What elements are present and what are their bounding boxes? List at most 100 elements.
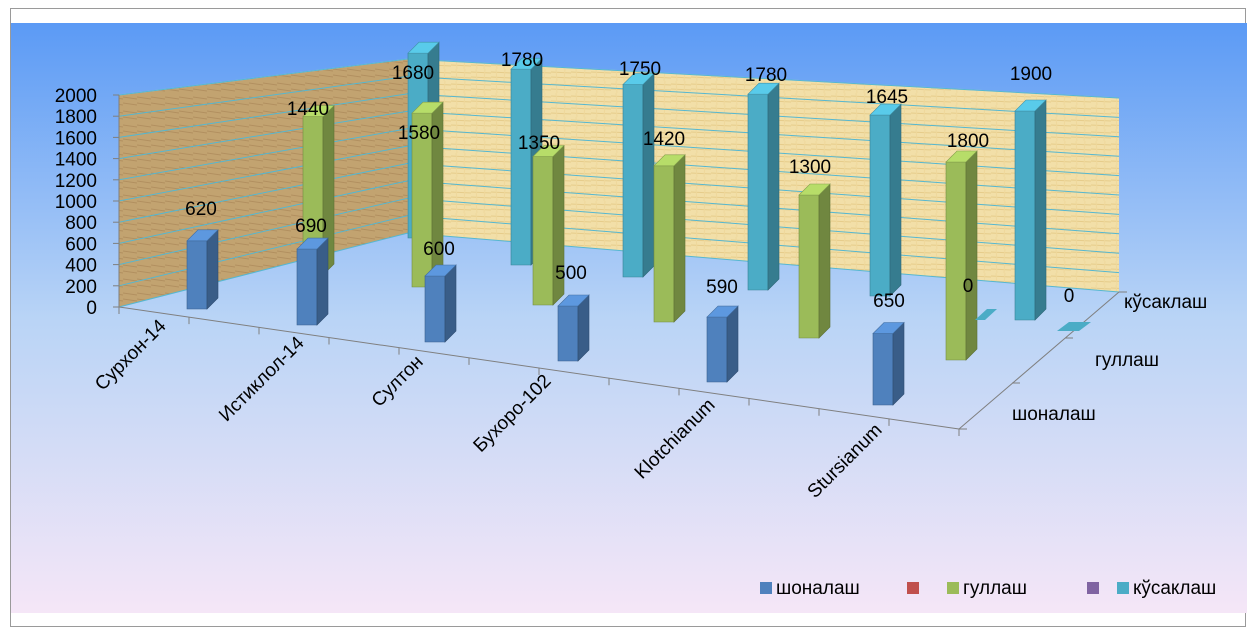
gridline-side (118, 145, 409, 202)
bar-top (872, 322, 905, 334)
legend-item (907, 582, 919, 594)
bar-кўсаклаш-6 (1014, 99, 1047, 321)
data-label: 1780 (745, 65, 787, 86)
bar-front (557, 305, 579, 362)
legend-swatch (907, 582, 919, 594)
bar-front (798, 194, 820, 339)
bar-top (945, 150, 978, 163)
data-label: 1800 (947, 131, 989, 152)
gridline-side (118, 215, 409, 287)
gridline-side (118, 232, 409, 308)
zero-slab-1 (975, 309, 997, 320)
bar-кўсаклаш-3 (622, 72, 655, 278)
bar-front (296, 248, 318, 326)
bar-front (945, 161, 967, 361)
data-label: 600 (423, 239, 455, 260)
data-label: 1300 (789, 157, 831, 178)
bar-top (407, 41, 440, 54)
data-label-zero: 0 (1064, 286, 1075, 307)
bar-кўсаклаш-5 (869, 103, 902, 297)
bar-top (557, 294, 590, 307)
data-label: 1750 (619, 59, 661, 80)
bar-front (869, 114, 891, 297)
data-label: 1645 (866, 87, 908, 108)
bar-гуллаш-6 (945, 150, 978, 361)
legend-label: кўсаклаш (1133, 578, 1216, 599)
bar-side (316, 237, 329, 326)
gridline-side (118, 197, 409, 266)
bar-top (1014, 99, 1047, 112)
bar-гуллаш-1 (302, 104, 335, 276)
bar-top (869, 103, 902, 116)
data-label: 620 (185, 199, 217, 220)
bar-side (818, 183, 831, 339)
data-label: 1680 (392, 63, 434, 84)
series-axis-label: кўсаклаш (1124, 292, 1207, 313)
bar-front (1014, 110, 1036, 321)
gridline-side (118, 162, 409, 223)
bar-top (411, 101, 444, 114)
bar-гуллаш-5 (798, 183, 831, 339)
bar-top (186, 229, 219, 242)
data-label: 1780 (501, 50, 543, 71)
gridline-side (118, 110, 409, 160)
gridline-side (118, 128, 409, 181)
bar-side (965, 150, 978, 361)
bar-front (532, 156, 554, 306)
data-label: 1440 (287, 99, 329, 120)
bar-top (302, 105, 335, 117)
legend-item: шоналаш (760, 578, 860, 599)
y-tick-label: 600 (65, 234, 97, 255)
bar-top (424, 264, 457, 277)
data-label: 1580 (398, 123, 440, 144)
data-label: 1350 (518, 133, 560, 154)
legend-item: гуллаш (947, 578, 1027, 599)
bar-side (444, 264, 457, 343)
bar-гуллаш-4 (653, 154, 686, 323)
y-tick-label: 1800 (55, 107, 97, 128)
legend-swatch (760, 582, 772, 594)
gridline-side (118, 93, 409, 138)
bar-side (577, 294, 590, 362)
series-axis-label: шоналаш (1012, 404, 1096, 425)
data-label-zero: 0 (963, 276, 974, 297)
legend-item (1087, 582, 1099, 594)
bar-гуллаш-2 (411, 101, 444, 288)
bar-front (747, 93, 769, 291)
y-tick-label: 400 (65, 256, 97, 277)
data-label: 500 (555, 263, 587, 284)
bar-front (424, 275, 446, 343)
bar-side (206, 229, 219, 310)
gridline-side (118, 75, 409, 117)
data-label: 690 (295, 216, 327, 237)
data-label: 1420 (643, 129, 685, 150)
data-label: 650 (873, 291, 905, 312)
bar-top (296, 237, 329, 250)
legend-label: шоналаш (776, 578, 860, 599)
y-tick-label: 1400 (55, 150, 97, 171)
legend-swatch (1087, 582, 1099, 594)
bar-шоналаш-1 (186, 229, 219, 310)
bar-top (532, 145, 565, 157)
bar-кўсаклаш-4 (747, 82, 780, 291)
bar-side (673, 154, 686, 323)
depth-axis-line (958, 291, 1120, 430)
data-label: 590 (706, 277, 738, 298)
y-tick-label: 200 (65, 277, 97, 298)
bar-front (186, 240, 208, 310)
legend-label: гуллаш (963, 578, 1027, 599)
bar-front (653, 165, 675, 323)
data-label: 1900 (1010, 64, 1052, 85)
bar-шоналаш-6 (872, 321, 905, 406)
zero-slab-2 (1057, 322, 1091, 331)
y-tick-label: 2000 (55, 86, 97, 107)
chart-frame: 0 200 400 600 800 1000 1200 1400 1600 1800 2000 62… (10, 8, 1247, 627)
bar-side (892, 321, 905, 406)
series-axis-label: гуллаш (1095, 350, 1159, 371)
bar-front (622, 84, 644, 278)
gridline-side (118, 58, 409, 96)
bar-front (706, 316, 728, 383)
bar-top (747, 82, 780, 95)
